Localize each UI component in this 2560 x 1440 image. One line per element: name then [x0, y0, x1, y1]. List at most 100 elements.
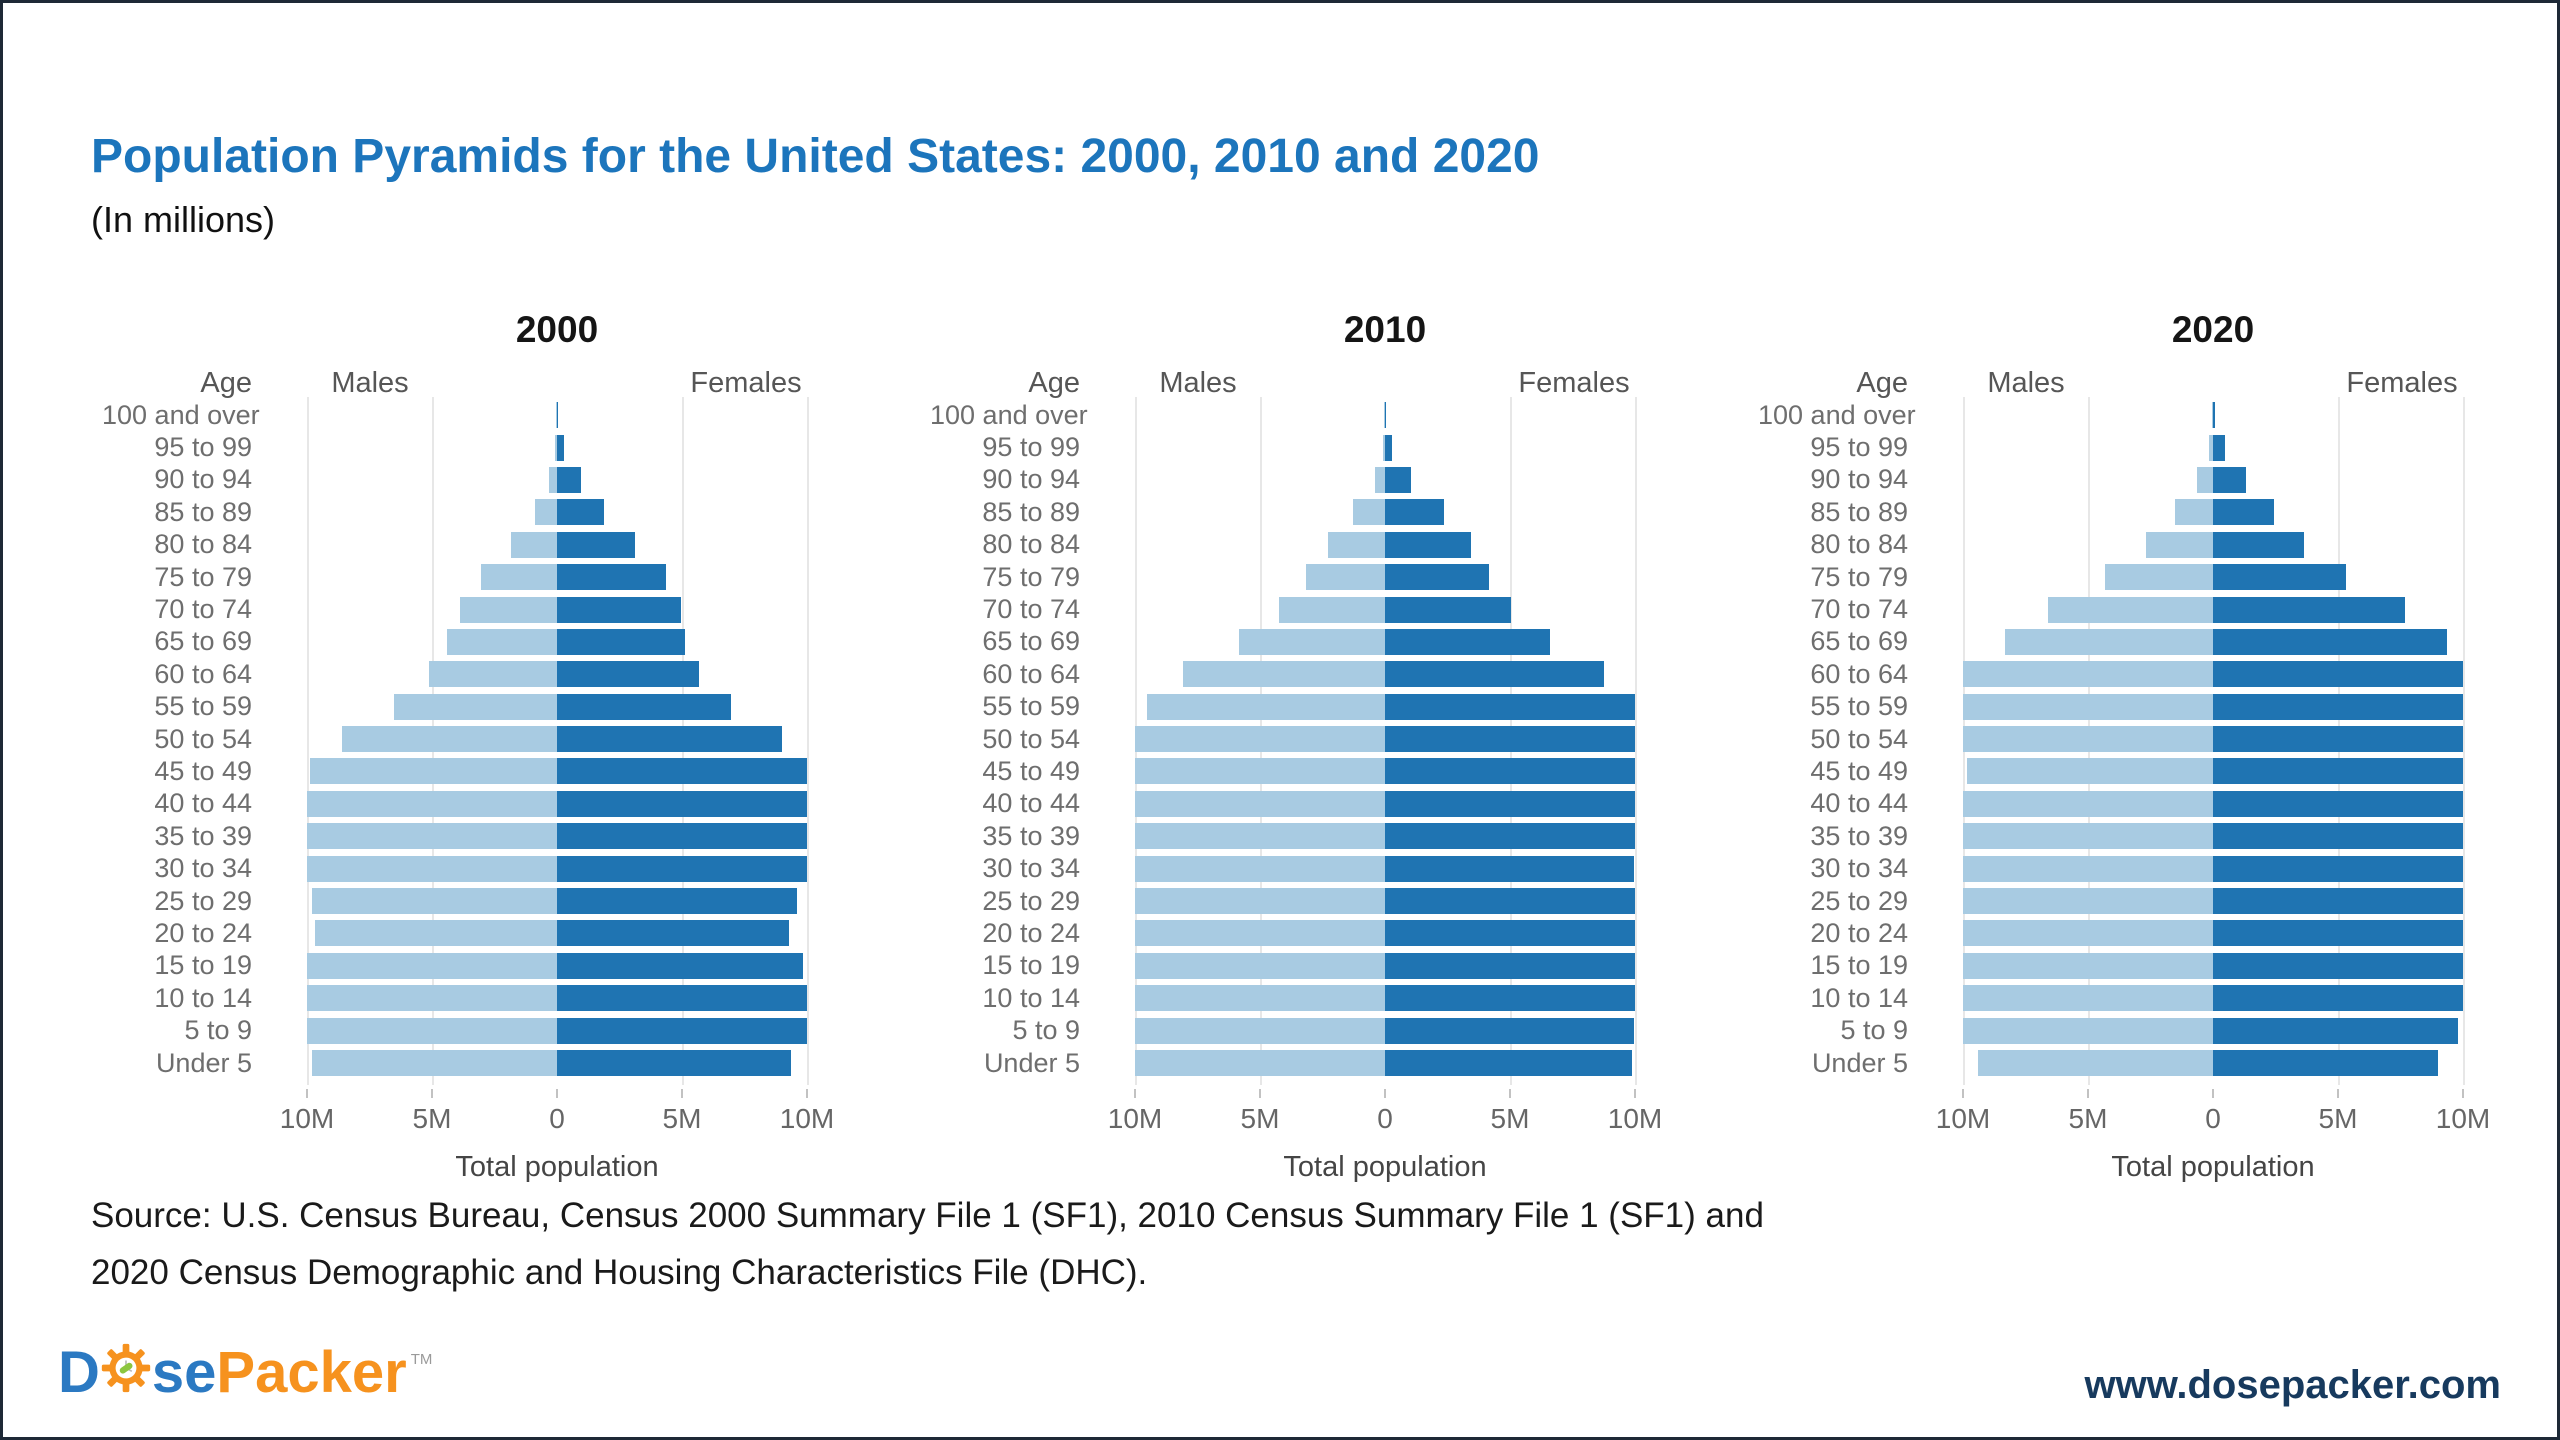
- male-bar: [1183, 661, 1385, 688]
- age-row: 50 to 54: [102, 723, 932, 755]
- bar-pair: [307, 564, 807, 591]
- female-bar: [557, 1050, 792, 1076]
- x-axis-title: Total population: [1283, 1151, 1487, 1183]
- female-half: [557, 888, 807, 915]
- bar-pair: [1963, 402, 2463, 429]
- age-group-label: 60 to 64: [1810, 658, 1908, 689]
- female-half: [557, 985, 807, 1012]
- bar-pair: [307, 661, 807, 688]
- male-half: [1135, 888, 1385, 915]
- axis-tick-label: 10M: [1607, 1103, 1663, 1134]
- bar-pair: [1135, 1017, 1635, 1044]
- female-bar: [2213, 402, 2215, 429]
- female-half: [557, 855, 807, 882]
- male-half: [1135, 402, 1385, 429]
- female-bar: [1385, 596, 1511, 623]
- female-half: [557, 790, 807, 817]
- age-group-label: 70 to 74: [154, 594, 252, 625]
- age-row: 45 to 49: [930, 755, 1760, 787]
- male-half: [307, 888, 557, 915]
- gridline: [1635, 397, 1637, 1085]
- female-bar: [2213, 531, 2305, 558]
- age-group-label: 75 to 79: [982, 561, 1080, 592]
- pyramid-2010: 2010 Age Males Females 100 and over 95 to 99 9…: [930, 303, 1760, 1208]
- age-row: 15 to 19: [1758, 950, 2557, 982]
- bar-pair: [307, 499, 807, 526]
- age-row: 25 to 29: [930, 885, 1760, 917]
- female-bar: [2213, 726, 2463, 753]
- age-row: 35 to 39: [102, 820, 932, 852]
- female-bar: [557, 531, 635, 558]
- age-row: 95 to 99: [1758, 431, 2557, 463]
- axis-tick-label: 5M: [1240, 1103, 1280, 1134]
- female-bar: [1385, 466, 1411, 493]
- bar-pair: [1135, 888, 1635, 915]
- female-bar: [1385, 790, 1635, 817]
- female-half: [2213, 596, 2463, 623]
- female-bar: [1385, 434, 1393, 461]
- male-bar: [2175, 499, 2213, 526]
- male-half: [1963, 693, 2213, 720]
- female-half: [1385, 499, 1635, 526]
- male-half: [1963, 1017, 2213, 1044]
- bar-pair: [307, 434, 807, 461]
- bar-pair: [1135, 952, 1635, 979]
- male-half: [1963, 920, 2213, 947]
- age-group-label: 45 to 49: [154, 755, 252, 786]
- male-bar: [555, 434, 557, 461]
- male-half: [307, 596, 557, 623]
- female-half: [2213, 499, 2463, 526]
- age-group-label: 35 to 39: [1810, 820, 1908, 851]
- bar-pair: [1963, 596, 2463, 623]
- age-rows: 100 and over 95 to 99 90 to 94 85 to 89 80 t…: [930, 399, 1760, 1079]
- age-row: 20 to 24: [1758, 917, 2557, 949]
- female-bar: [557, 726, 782, 753]
- male-half: [1135, 466, 1385, 493]
- age-row: 80 to 84: [102, 529, 932, 561]
- bar-pair: [1963, 564, 2463, 591]
- bar-pair: [307, 888, 807, 915]
- female-bar: [2213, 499, 2274, 526]
- female-half: [2213, 1050, 2463, 1076]
- bar-pair: [307, 531, 807, 558]
- age-row: Under 5: [930, 1047, 1760, 1079]
- axis-tick-label: 10M: [779, 1103, 835, 1134]
- male-bar: [309, 758, 557, 785]
- female-half: [1385, 823, 1635, 850]
- age-row: 25 to 29: [1758, 885, 2557, 917]
- axis-tick: [1384, 1089, 1386, 1098]
- male-half: [1963, 628, 2213, 655]
- male-bar: [1135, 726, 1385, 753]
- male-half: [1135, 531, 1385, 558]
- axis-tick: [1259, 1089, 1261, 1098]
- age-group-label: 100 and over: [102, 399, 260, 430]
- bar-pair: [1135, 985, 1635, 1012]
- age-group-label: 30 to 34: [982, 853, 1080, 884]
- age-row: 10 to 14: [1758, 982, 2557, 1014]
- age-group-label: Under 5: [983, 1047, 1080, 1078]
- male-half: [1963, 499, 2213, 526]
- bar-pair: [1135, 531, 1635, 558]
- year-label: 2000: [515, 309, 599, 350]
- male-half: [307, 920, 557, 947]
- age-group-label: 90 to 94: [1810, 464, 1908, 495]
- bar-pair: [307, 952, 807, 979]
- female-half: [557, 402, 807, 429]
- page-title: Population Pyramids for the United State…: [91, 130, 1540, 183]
- female-bar: [557, 402, 559, 429]
- age-group-label: 75 to 79: [154, 561, 252, 592]
- female-bar: [557, 596, 681, 623]
- age-row: Under 5: [1758, 1047, 2557, 1079]
- bar-pair: [1963, 920, 2463, 947]
- female-half: [1385, 726, 1635, 753]
- male-bar: [1374, 466, 1385, 493]
- age-row: 50 to 54: [1758, 723, 2557, 755]
- males-column-header: Males: [1987, 367, 2065, 399]
- gridline: [807, 397, 809, 1085]
- female-bar: [1385, 823, 1635, 850]
- age-column-header: Age: [200, 367, 252, 399]
- axis-tick: [2212, 1089, 2214, 1098]
- female-half: [557, 726, 807, 753]
- female-bar: [557, 1017, 807, 1044]
